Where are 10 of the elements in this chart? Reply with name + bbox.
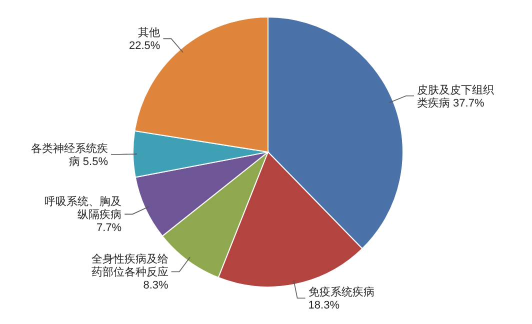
data-label: 8.3% [143, 280, 168, 292]
data-label: 18.3% [308, 300, 340, 312]
slice-label: 全身性疾病及给药部位各种反应 [91, 252, 168, 279]
slice-label: 皮肤及皮下组织类疾病 37.7% [417, 83, 494, 110]
data-label: 7.7% [96, 222, 122, 234]
slice-label: 呼吸系统、胸及纵隔疾病 [44, 195, 122, 222]
data-label: 22.5% [129, 40, 160, 52]
slice-label: 各类神经系统疾病 5.5% [31, 142, 108, 168]
slice-label: 免疫系统疾病 [308, 286, 374, 299]
slice-label: 其他 [138, 26, 160, 40]
